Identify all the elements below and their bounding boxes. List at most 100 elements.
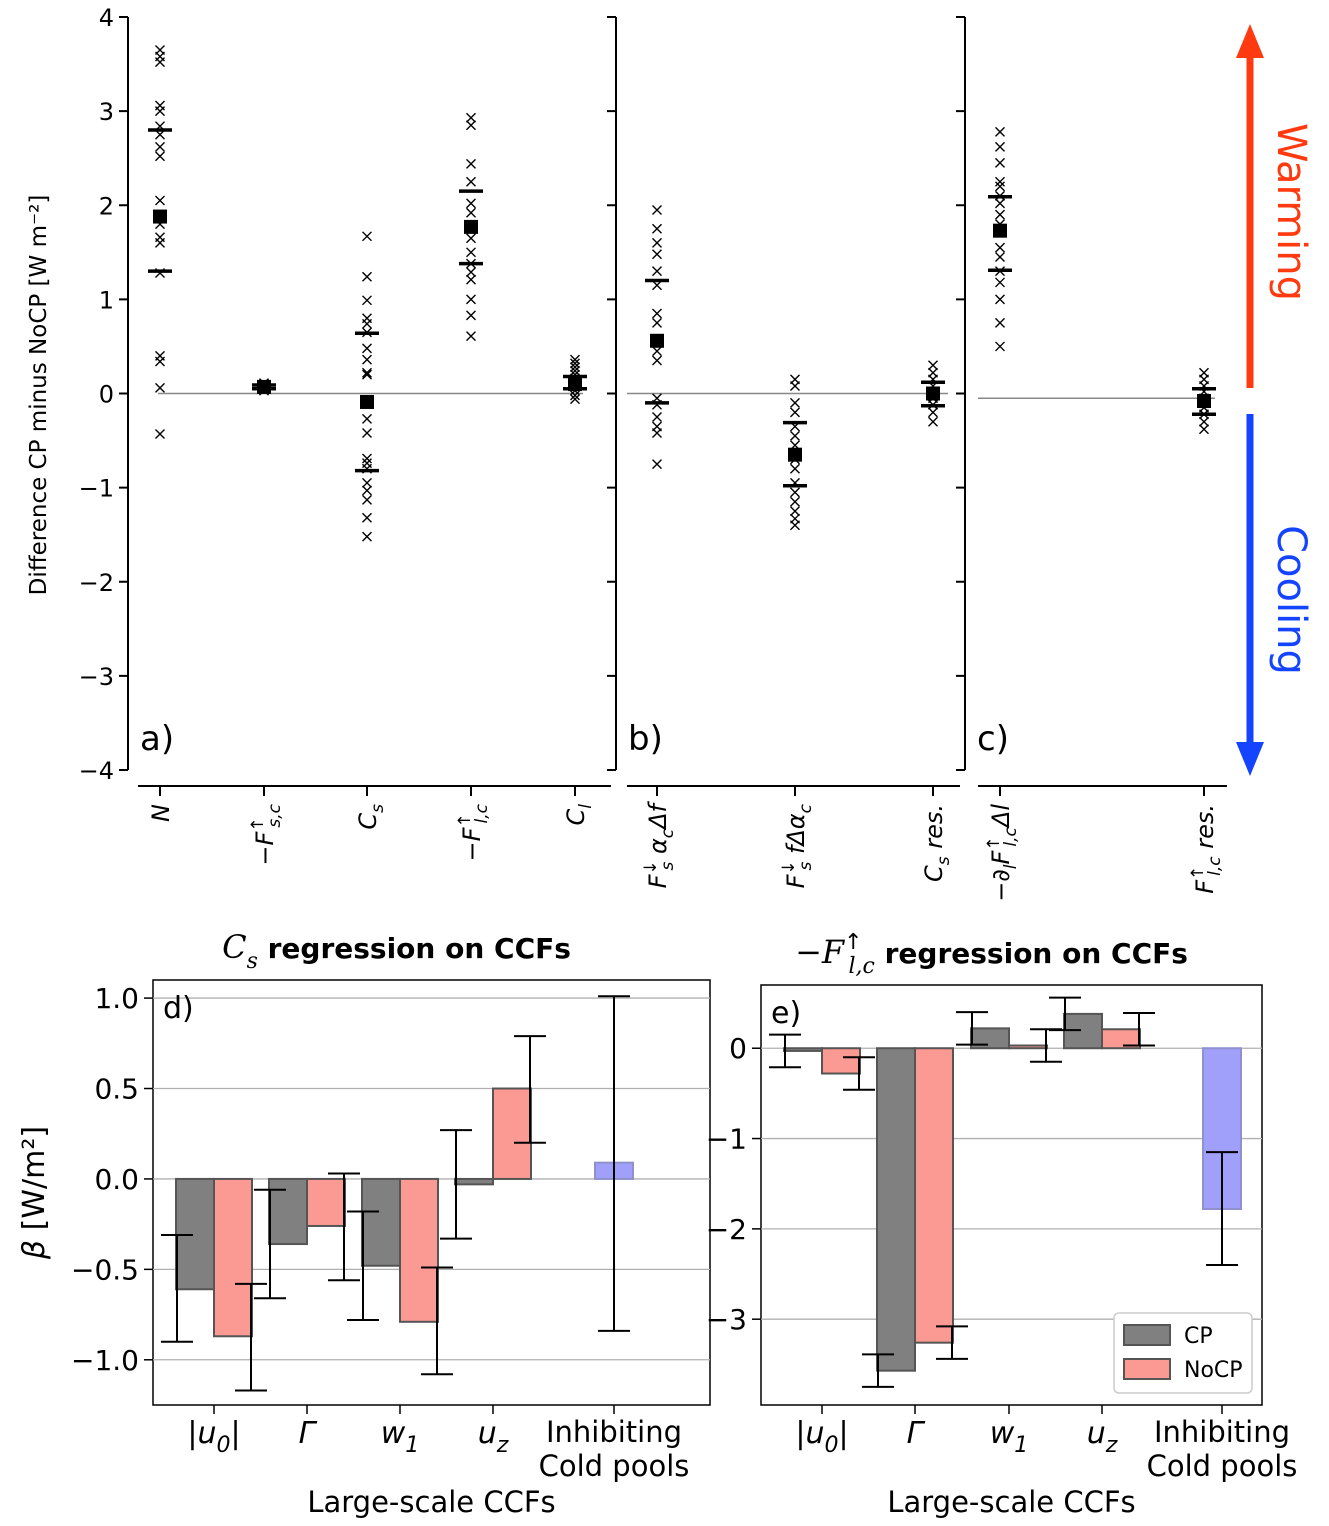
x-tick-label: Cold pools	[1147, 1449, 1298, 1483]
mean-marker	[993, 223, 1007, 238]
data-point	[466, 112, 476, 123]
data-point	[466, 331, 476, 342]
panel-b: b) F↓s αcΔf F↓s fΔαc Cs res.	[607, 16, 960, 888]
data-point	[995, 341, 1005, 352]
data-point	[995, 294, 1005, 305]
data-point	[995, 157, 1005, 168]
data-point	[995, 126, 1005, 137]
data-point	[466, 233, 476, 244]
y-tick-label: 1	[99, 286, 114, 314]
x-tick-label: Cold pools	[539, 1449, 690, 1483]
data-point	[155, 151, 165, 162]
x-tick-label: Inhibiting	[546, 1415, 682, 1449]
data-point	[652, 428, 662, 439]
y-tick-label: −2	[79, 569, 114, 597]
panel-label: b)	[628, 719, 663, 759]
data-point	[362, 413, 372, 424]
data-point	[570, 365, 580, 376]
data-point	[362, 494, 372, 505]
data-point	[995, 252, 1005, 263]
x-tick-label: Γ	[907, 1416, 926, 1451]
data-point	[155, 195, 165, 206]
plot-frame	[760, 984, 1263, 1406]
bar-nocp	[1008, 1044, 1048, 1050]
data-point	[362, 367, 372, 378]
warming-arrowhead	[1236, 24, 1264, 58]
bar-cp	[454, 1177, 494, 1186]
y-axis-label: Difference CP minus NoCP [W m⁻²]	[26, 195, 52, 596]
data-point	[466, 198, 476, 209]
data-point	[362, 485, 372, 496]
data-point	[995, 277, 1005, 288]
mean-marker	[257, 379, 271, 394]
panel-label: d)	[163, 991, 194, 1026]
data-point	[466, 247, 476, 258]
data-point	[362, 271, 372, 282]
data-point	[466, 274, 476, 285]
data-point	[362, 453, 372, 464]
data-point	[155, 57, 165, 68]
bar-nocp	[821, 1047, 861, 1075]
y-tick-label: −1.0	[71, 1344, 139, 1377]
data-point	[652, 346, 662, 357]
y-axis-label: β [W/m²]	[17, 1126, 52, 1260]
data-point	[652, 412, 662, 423]
bar-cp	[361, 1177, 401, 1267]
data-point	[362, 318, 372, 329]
warming-label: Warming	[1268, 123, 1314, 301]
bar-nocp	[914, 1047, 954, 1344]
cooling-label: Cooling	[1268, 525, 1314, 675]
mean-marker	[568, 377, 582, 392]
data-point	[1199, 416, 1209, 427]
y-tick-label: 0.0	[94, 1163, 139, 1196]
x-tick-label: N	[147, 804, 175, 822]
plot-frame	[152, 979, 711, 1406]
panel-a: −4 −3 −2 −1 0 1 2 3 4 a) N −F↑s,c Cs −F↑l,c Cl Differen…	[26, 4, 611, 866]
data-point	[652, 237, 662, 248]
x-tick-label: w1	[381, 1416, 420, 1458]
legend-swatch	[1123, 1358, 1171, 1380]
mean-marker	[650, 333, 664, 348]
data-point	[155, 237, 165, 248]
data-point	[928, 407, 938, 418]
data-point	[652, 317, 662, 328]
data-point	[995, 176, 1005, 187]
y-tick-label: −1	[706, 1123, 747, 1156]
x-tick-label: F↓s fΔαc	[779, 803, 816, 888]
mean-marker	[360, 394, 374, 409]
data-point	[790, 407, 800, 418]
mean-marker	[153, 209, 167, 224]
data-point	[155, 106, 165, 117]
data-point	[466, 207, 476, 218]
x-axis-label: Large-scale CCFs	[887, 1485, 1135, 1519]
y-tick-label: 0.5	[94, 1073, 139, 1106]
data-point	[155, 356, 165, 367]
data-point	[570, 354, 580, 365]
y-tick-label: 0	[729, 1032, 747, 1065]
data-point	[155, 428, 165, 439]
chart-title: −F↑ l,c regression on CCFs	[795, 930, 1188, 979]
mean-marker	[464, 219, 478, 234]
cooling-arrowhead	[1236, 742, 1264, 776]
legend-label: NoCP	[1184, 1358, 1243, 1383]
data-point	[928, 416, 938, 427]
data-point	[362, 343, 372, 354]
data-point	[466, 158, 476, 169]
bar-cp	[876, 1047, 916, 1372]
x-tick-label: F↓s αcΔf	[641, 800, 678, 888]
mean-marker	[1197, 394, 1211, 409]
bar-nocp	[492, 1087, 532, 1180]
data-point	[570, 358, 580, 369]
data-point	[652, 249, 662, 260]
data-point	[362, 295, 372, 306]
x-tick-label: Cl	[562, 804, 596, 826]
data-point	[652, 266, 662, 277]
bar-cp	[268, 1177, 308, 1246]
x-tick-label: uz	[478, 1416, 509, 1458]
data-point	[652, 459, 662, 470]
chart-title: Cs regression on CCFs	[222, 928, 571, 974]
x-tick-label: w1	[990, 1416, 1029, 1458]
warming-cooling-arrows: Warming Cooling	[1236, 24, 1314, 776]
data-point	[995, 141, 1005, 152]
